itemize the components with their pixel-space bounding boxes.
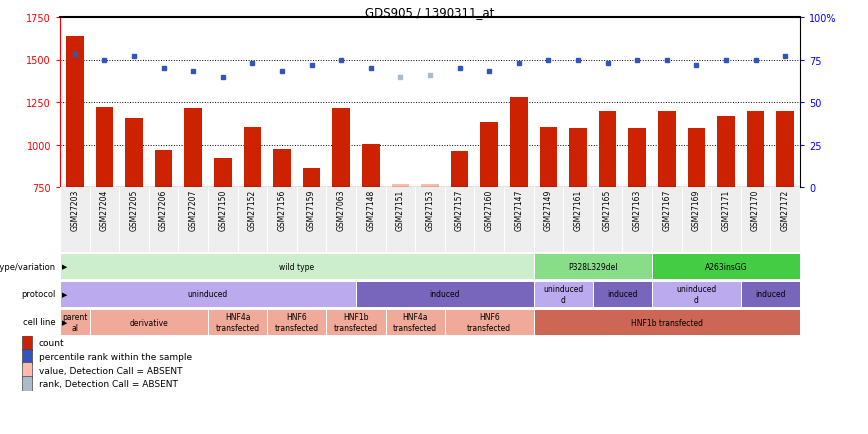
Text: ▶: ▶ <box>62 319 67 325</box>
Bar <box>540 127 557 187</box>
Bar <box>444 309 534 335</box>
Text: HNF1b
transfected: HNF1b transfected <box>334 312 378 332</box>
Bar <box>569 129 587 187</box>
Bar <box>208 309 267 335</box>
Bar <box>273 149 291 187</box>
Bar <box>267 309 326 335</box>
Text: HNF1b transfected: HNF1b transfected <box>631 318 703 327</box>
Text: GSM27147: GSM27147 <box>515 190 523 231</box>
Text: GSM27149: GSM27149 <box>544 190 553 231</box>
Bar <box>450 152 469 187</box>
Text: derivative: derivative <box>129 318 168 327</box>
Text: GSM27204: GSM27204 <box>100 190 108 231</box>
Bar <box>421 184 439 187</box>
Text: induced: induced <box>430 290 460 299</box>
Text: GSM27159: GSM27159 <box>307 190 316 231</box>
Bar <box>22 335 32 351</box>
Text: GSM27160: GSM27160 <box>484 190 494 231</box>
Text: GSM27151: GSM27151 <box>396 190 404 230</box>
Text: GSM27153: GSM27153 <box>425 190 435 231</box>
Bar <box>60 253 534 279</box>
Text: cell line: cell line <box>23 318 56 327</box>
Bar <box>740 282 800 307</box>
Bar <box>60 309 89 335</box>
Text: GSM27167: GSM27167 <box>662 190 671 231</box>
Text: induced: induced <box>755 290 786 299</box>
Text: ▶: ▶ <box>62 263 67 270</box>
Bar <box>332 108 350 187</box>
Text: GSM27169: GSM27169 <box>692 190 700 231</box>
Bar <box>599 112 616 187</box>
Text: genotype/variation: genotype/variation <box>0 262 56 271</box>
Text: GSM27156: GSM27156 <box>278 190 286 231</box>
Text: GSM27203: GSM27203 <box>70 190 79 231</box>
Text: GSM27170: GSM27170 <box>751 190 760 231</box>
Bar <box>510 98 528 187</box>
Text: GDS905 / 1390311_at: GDS905 / 1390311_at <box>365 6 495 19</box>
Text: HNF4a
transfected: HNF4a transfected <box>393 312 437 332</box>
Text: induced: induced <box>607 290 638 299</box>
Bar <box>687 128 706 187</box>
Bar <box>66 36 83 187</box>
Text: P328L329del: P328L329del <box>568 262 617 271</box>
Bar <box>362 145 379 187</box>
Bar <box>776 112 794 187</box>
Text: GSM27152: GSM27152 <box>248 190 257 230</box>
Text: value, Detection Call = ABSENT: value, Detection Call = ABSENT <box>39 366 182 375</box>
Bar <box>652 282 740 307</box>
Bar <box>534 309 800 335</box>
Text: GSM27148: GSM27148 <box>366 190 375 230</box>
Bar <box>746 111 765 187</box>
Text: GSM27063: GSM27063 <box>337 190 345 231</box>
Text: GSM27171: GSM27171 <box>721 190 731 230</box>
Text: GSM27205: GSM27205 <box>129 190 139 231</box>
Text: GSM27150: GSM27150 <box>218 190 227 231</box>
Bar <box>184 108 202 187</box>
Bar <box>717 117 735 187</box>
Bar <box>303 169 320 187</box>
Text: GSM27172: GSM27172 <box>780 190 790 230</box>
Text: uninduced: uninduced <box>187 290 228 299</box>
Bar <box>125 119 143 187</box>
Text: rank, Detection Call = ABSENT: rank, Detection Call = ABSENT <box>39 379 178 388</box>
Text: GSM27157: GSM27157 <box>455 190 464 231</box>
Text: uninduced
d: uninduced d <box>676 285 716 304</box>
Text: ▶: ▶ <box>62 291 67 297</box>
Bar <box>480 122 498 187</box>
Text: HNF4a
transfected: HNF4a transfected <box>215 312 260 332</box>
Bar <box>22 362 32 378</box>
Bar <box>385 309 444 335</box>
Text: GSM27207: GSM27207 <box>188 190 198 231</box>
Bar <box>326 309 385 335</box>
Text: uninduced
d: uninduced d <box>543 285 583 304</box>
Text: GSM27161: GSM27161 <box>574 190 582 230</box>
Text: A263insGG: A263insGG <box>705 262 747 271</box>
Bar <box>593 282 652 307</box>
Text: wild type: wild type <box>279 262 314 271</box>
Text: GSM27206: GSM27206 <box>159 190 168 231</box>
Text: parent
al: parent al <box>62 312 88 332</box>
Text: GSM27163: GSM27163 <box>633 190 641 231</box>
Bar <box>628 129 646 187</box>
Bar <box>155 150 173 187</box>
Bar <box>658 112 675 187</box>
Bar <box>95 108 114 187</box>
Bar <box>652 253 800 279</box>
Text: protocol: protocol <box>22 290 56 299</box>
Text: count: count <box>39 339 64 347</box>
Bar <box>22 376 32 391</box>
Bar <box>391 185 410 187</box>
Bar <box>244 127 261 187</box>
Bar <box>356 282 534 307</box>
Text: HNF6
transfected: HNF6 transfected <box>467 312 511 332</box>
Bar <box>22 349 32 364</box>
Bar <box>60 282 356 307</box>
Text: percentile rank within the sample: percentile rank within the sample <box>39 352 192 361</box>
Bar <box>214 159 232 187</box>
Text: GSM27165: GSM27165 <box>603 190 612 231</box>
Text: HNF6
transfected: HNF6 transfected <box>275 312 319 332</box>
Bar <box>534 253 652 279</box>
Bar <box>534 282 593 307</box>
Bar <box>89 309 208 335</box>
